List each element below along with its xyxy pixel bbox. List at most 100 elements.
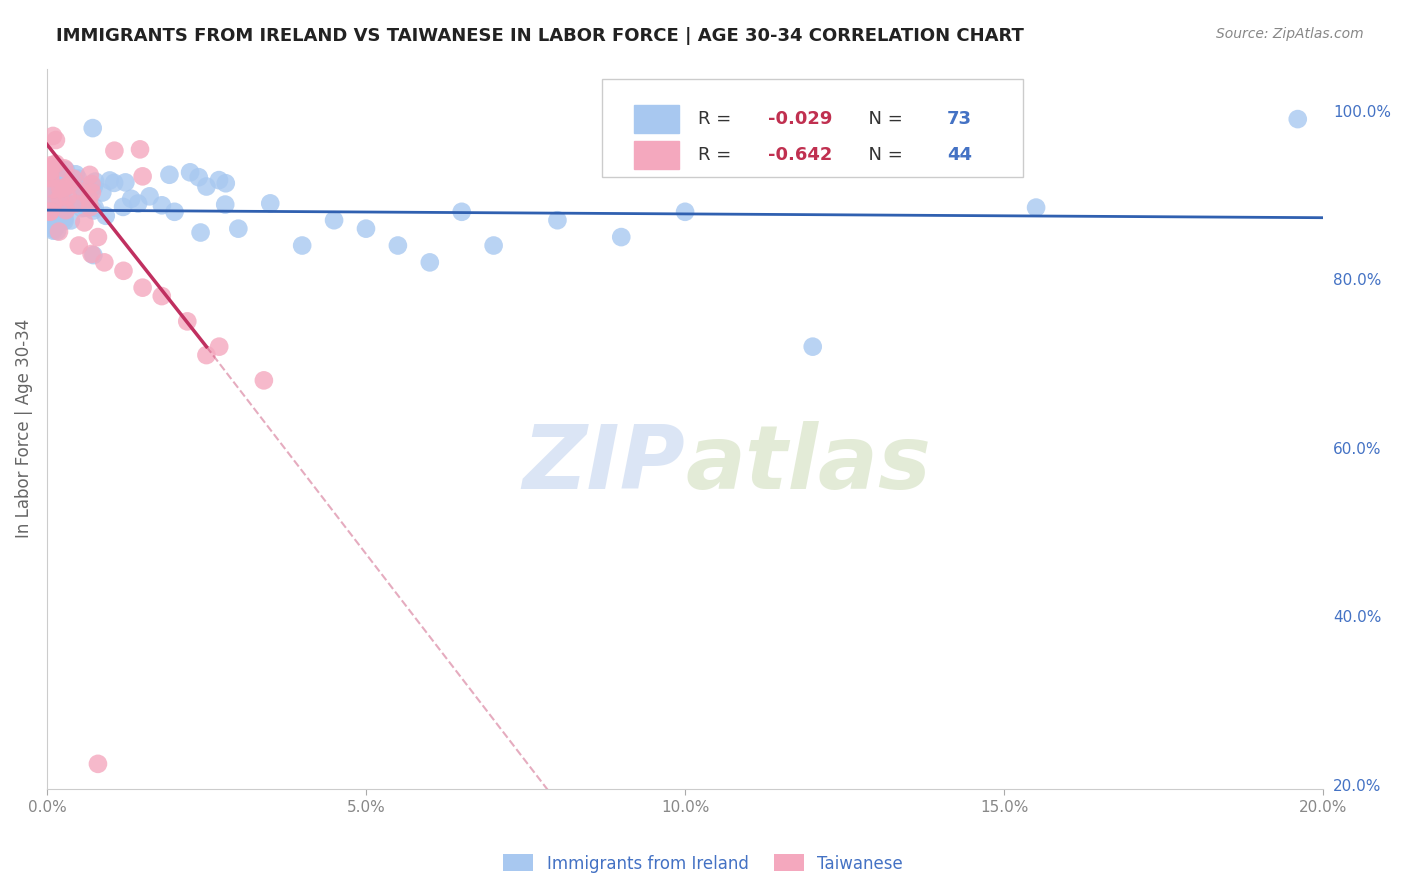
Point (114, 175, 136, 189)
Point (138, 189, 160, 203)
Point (387, 238, 409, 252)
Point (80, 177, 103, 191)
Text: atlas: atlas (685, 421, 931, 508)
Point (176, 314, 198, 328)
Point (79, 168, 101, 182)
Point (1025, 201, 1047, 215)
Point (53, 180, 76, 194)
Point (42, 181, 65, 195)
Text: 44: 44 (946, 146, 972, 164)
Point (187, 170, 209, 185)
Point (84, 175, 107, 189)
Point (77, 192, 100, 206)
Point (94, 209, 117, 223)
Point (73, 188, 96, 202)
Point (103, 176, 125, 190)
Point (150, 289, 173, 303)
Point (59, 213, 82, 227)
Point (39, 158, 62, 172)
Text: R =: R = (697, 110, 737, 128)
Point (79, 200, 101, 214)
Point (55, 195, 77, 210)
Y-axis label: In Labor Force | Age 30-34: In Labor Force | Age 30-34 (15, 319, 32, 539)
Point (39, 170, 62, 185)
Point (67, 238, 90, 252)
Point (450, 204, 472, 219)
Point (214, 197, 236, 211)
Text: -0.642: -0.642 (768, 146, 832, 164)
Point (82, 121, 104, 136)
Bar (634, 141, 679, 169)
Point (53, 211, 76, 225)
Point (610, 230, 633, 244)
Point (42, 173, 65, 187)
Point (190, 226, 212, 240)
Point (48, 205, 70, 219)
Point (80, 247, 103, 261)
Point (70, 201, 93, 215)
Point (323, 213, 346, 227)
Point (112, 200, 135, 214)
Point (801, 340, 824, 354)
Point (45, 194, 67, 208)
Point (46, 178, 69, 192)
Point (42, 222, 65, 236)
Point (163, 204, 186, 219)
Point (39, 164, 62, 178)
Point (51, 186, 73, 201)
Point (131, 280, 153, 294)
Point (73, 215, 96, 229)
FancyBboxPatch shape (602, 79, 1024, 177)
Point (91, 186, 114, 200)
Point (45, 156, 67, 170)
Point (56, 190, 79, 204)
Point (83, 203, 105, 218)
Bar (634, 105, 679, 133)
Point (49, 182, 72, 196)
Point (46, 161, 69, 175)
Point (83, 180, 105, 194)
Point (55, 203, 77, 218)
Point (150, 198, 173, 212)
Point (66, 171, 89, 186)
Point (546, 213, 568, 227)
Point (259, 196, 281, 211)
Point (39, 160, 62, 174)
Point (73, 185, 96, 199)
Point (45, 133, 67, 147)
Point (291, 238, 314, 252)
Text: IMMIGRANTS FROM IRELAND VS TAIWANESE IN LABOR FORCE | AGE 30-34 CORRELATION CHAR: IMMIGRANTS FROM IRELAND VS TAIWANESE IN … (56, 27, 1024, 45)
Point (42, 211, 65, 226)
Point (53, 161, 76, 176)
Point (56, 178, 79, 193)
Point (73, 201, 96, 215)
Legend: Immigrants from Ireland, Taiwanese: Immigrants from Ireland, Taiwanese (496, 847, 910, 880)
Point (82, 248, 104, 262)
Point (42, 196, 65, 211)
Text: ZIP: ZIP (523, 421, 685, 508)
Point (80, 186, 103, 200)
Point (419, 255, 441, 269)
Point (48, 191, 70, 205)
Point (39, 171, 62, 186)
Text: N =: N = (858, 146, 908, 164)
Point (131, 169, 153, 184)
Point (1286, 112, 1309, 127)
Point (354, 221, 377, 235)
Point (93, 255, 115, 269)
Point (98, 173, 121, 187)
Point (70, 185, 93, 199)
Point (65, 196, 87, 211)
Point (44, 186, 66, 200)
Point (42, 196, 65, 211)
Point (208, 340, 231, 354)
Point (179, 165, 201, 179)
Point (46, 224, 69, 238)
Point (65, 167, 87, 181)
Point (59, 194, 82, 208)
Point (42, 128, 65, 143)
Point (42, 224, 65, 238)
Point (65, 177, 87, 191)
Text: R =: R = (697, 146, 737, 164)
Point (45, 211, 67, 225)
